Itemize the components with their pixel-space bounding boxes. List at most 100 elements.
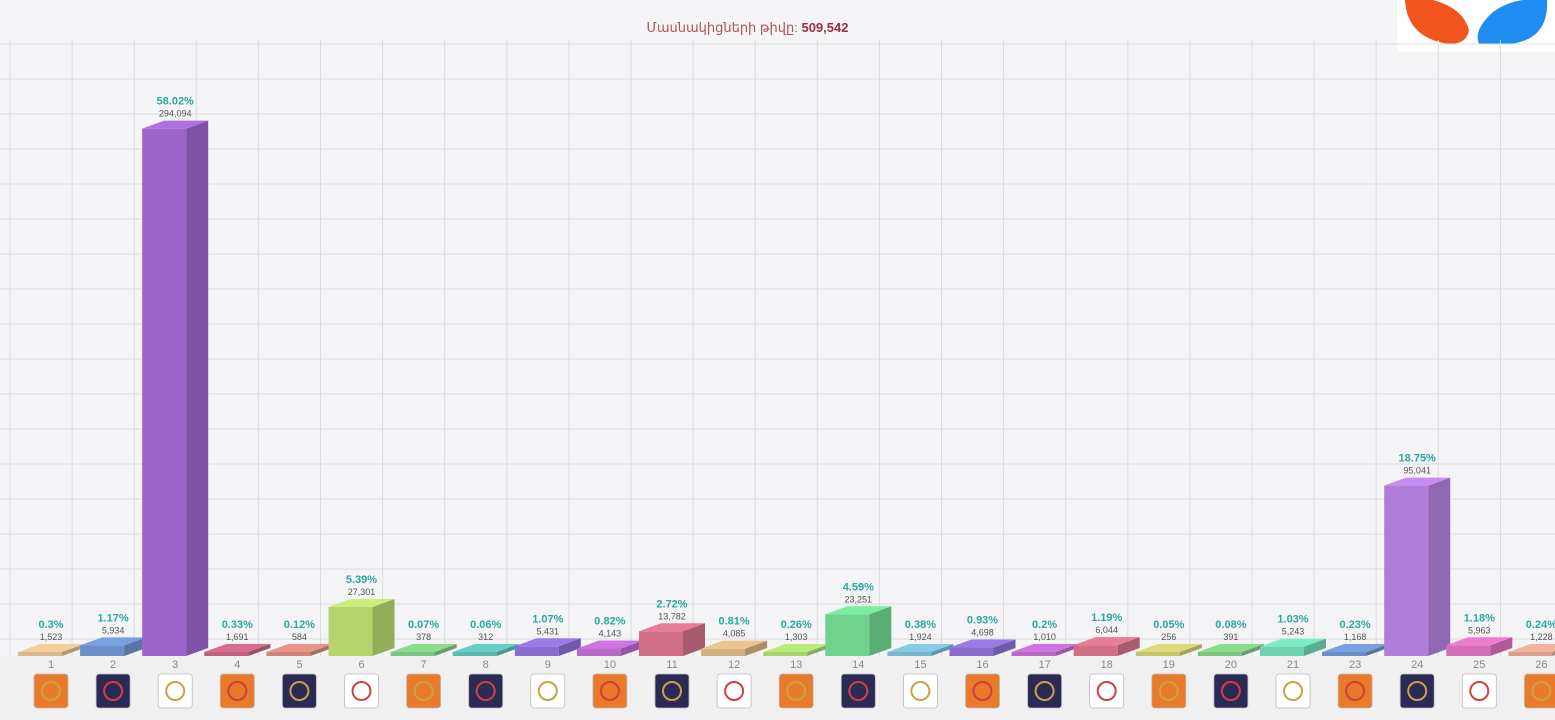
bar-14 — [825, 606, 892, 656]
bar-front — [825, 614, 870, 656]
bar-votes-label: 4,698 — [971, 628, 994, 638]
logo-bg — [95, 673, 131, 709]
bar-front — [80, 645, 125, 656]
bar-percent-label: 0.23% — [1339, 619, 1370, 631]
logo-bg — [281, 673, 317, 709]
bar-percent-label: 0.2% — [1032, 619, 1057, 631]
bar-side — [310, 644, 333, 656]
logo-mark — [41, 681, 61, 701]
bar-votes-label: 5,934 — [102, 625, 125, 635]
logo-mark — [599, 681, 620, 701]
bar-front — [1260, 646, 1304, 656]
logo-bg — [840, 673, 876, 709]
logo-bg — [1337, 673, 1373, 709]
bar-5 — [266, 644, 333, 656]
bar-top — [452, 644, 519, 652]
category-label: 20 — [1225, 659, 1237, 671]
bar-votes-label: 1,523 — [40, 632, 63, 642]
category-label: 21 — [1287, 659, 1299, 671]
logo-mark — [1345, 681, 1366, 701]
bar-percent-label: 2.72% — [656, 598, 687, 610]
bar-20 — [1197, 644, 1264, 656]
logo-bg — [344, 673, 379, 709]
logo-bg — [592, 673, 628, 709]
logo-mark — [1531, 681, 1552, 701]
bar-side — [496, 644, 519, 656]
dark-square-logo-icon — [157, 673, 193, 709]
bar-top — [1508, 644, 1555, 652]
logo-mark — [786, 681, 807, 701]
bar-votes-label: 27,301 — [348, 587, 376, 597]
category-label: 7 — [421, 659, 427, 671]
bar-votes-label: 23,251 — [845, 594, 873, 604]
bar-side — [807, 644, 830, 656]
bar-top — [1446, 637, 1513, 646]
bar-26 — [1508, 644, 1555, 656]
bar-11 — [639, 623, 705, 656]
bar-percent-label: 0.26% — [781, 619, 812, 631]
bar-votes-label: 5,431 — [537, 626, 560, 636]
participants-header: Մասնակիցների թիվը: 509,542 — [0, 20, 1495, 36]
bar-top — [1260, 638, 1326, 647]
category-label: 15 — [914, 659, 926, 671]
bar-front — [514, 646, 559, 656]
bar-percent-label: 58.02% — [157, 96, 195, 108]
bar-side — [558, 638, 581, 656]
bar-side — [248, 644, 271, 656]
bar-votes-label: 1,303 — [785, 632, 808, 642]
bar-side — [993, 639, 1016, 656]
bar-votes-label: 95,041 — [1403, 466, 1431, 476]
category-label: 1 — [48, 659, 54, 671]
bar-votes-label: 312 — [478, 632, 493, 642]
bar-percent-label: 1.17% — [97, 612, 128, 624]
logo-mark — [1469, 681, 1490, 701]
bar-percent-label: 0.06% — [470, 619, 501, 631]
bar-percent-label: 0.93% — [967, 615, 998, 627]
logo-mark — [910, 681, 931, 701]
line-text-logo-icon — [1089, 673, 1125, 709]
bar-votes-label: 294,094 — [159, 109, 192, 119]
bar-front — [1384, 485, 1429, 656]
bar-percent-label: 1.07% — [532, 613, 563, 625]
category-label: 24 — [1411, 659, 1423, 671]
bar-percent-label: 0.12% — [284, 619, 315, 631]
star-logo-icon — [344, 673, 379, 709]
logo-mark — [413, 681, 434, 701]
striped-square-logo-icon — [281, 673, 317, 709]
logo-mark — [103, 681, 124, 701]
bar-side — [1552, 651, 1555, 656]
bar-percent-label: 5.39% — [346, 574, 377, 586]
bar-percent-label: 0.81% — [718, 616, 749, 628]
bar-front — [204, 652, 249, 656]
bar-9 — [514, 638, 581, 656]
logo-mark — [1407, 681, 1428, 701]
red-figure-logo-icon — [903, 673, 938, 709]
bar-votes-label: 1,228 — [1530, 632, 1553, 642]
category-label: 6 — [358, 659, 364, 671]
logo-bg — [778, 673, 814, 709]
bar-votes-label: 4,143 — [599, 629, 622, 639]
bar-top — [825, 606, 892, 615]
logo-bg — [1027, 673, 1062, 709]
logo-mark — [1034, 681, 1055, 701]
bar-side — [62, 644, 84, 656]
bar-front — [18, 652, 62, 656]
category-label: 19 — [1163, 659, 1175, 671]
logo-bg — [1461, 673, 1497, 709]
bar-side — [124, 637, 147, 656]
bar-top — [142, 120, 209, 129]
logo-mark — [662, 681, 682, 701]
logo-bg — [530, 673, 566, 709]
bar-side — [1304, 638, 1326, 656]
bar-front — [576, 648, 621, 656]
text-arrow-logo-icon — [1399, 673, 1435, 709]
bar-4 — [204, 644, 271, 656]
bar-top — [18, 644, 84, 652]
bar-top — [266, 644, 333, 652]
logo-bg — [157, 673, 193, 709]
bar-2 — [80, 637, 147, 656]
mountain-logo-icon — [1213, 673, 1249, 709]
logo-mark — [972, 681, 993, 701]
bar-front — [1135, 652, 1180, 656]
logo-bg — [1213, 673, 1249, 709]
